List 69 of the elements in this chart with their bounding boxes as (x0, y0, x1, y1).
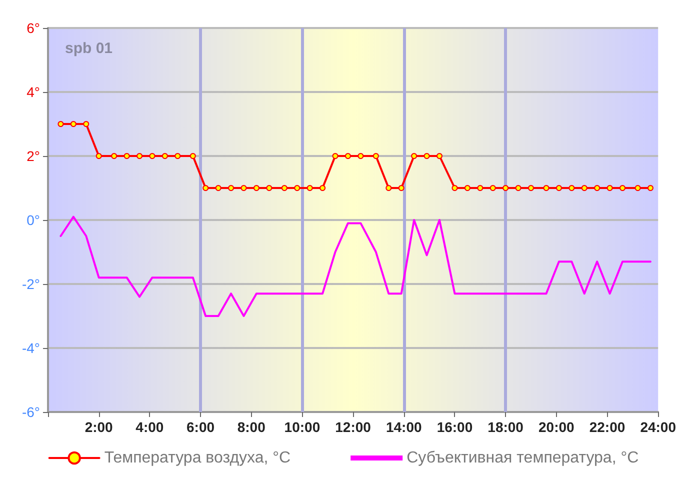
point (502, 185, 509, 191)
point (306, 185, 313, 191)
x-tick-label: 4:00 (136, 419, 164, 435)
point (136, 153, 143, 159)
x-tick-label: 2:00 (84, 419, 114, 435)
y-tick-label: 0° (26, 212, 40, 228)
point (556, 185, 562, 191)
point (452, 185, 458, 191)
point (281, 185, 288, 191)
line-series (60, 216, 652, 317)
point (647, 185, 654, 191)
point (620, 185, 626, 191)
point (332, 153, 338, 159)
point (464, 185, 470, 191)
point (424, 153, 430, 159)
text: spb 01 (65, 40, 113, 57)
x-tick-label: 14:00 (386, 419, 422, 435)
point (202, 185, 209, 191)
point (162, 153, 168, 159)
point (477, 185, 484, 191)
point (190, 153, 196, 159)
point (398, 185, 404, 191)
x-tick-label: 24:00 (640, 419, 676, 435)
point (528, 185, 534, 191)
point (515, 185, 522, 191)
y-tick-label: -4° (22, 340, 40, 356)
point (436, 153, 442, 159)
point (58, 121, 64, 127)
point (70, 121, 76, 127)
x-tick-label: 6:00 (186, 419, 215, 435)
legend-label: Температура воздуха, °C (104, 450, 291, 466)
legend-label: Субъективная температура, °C (406, 450, 639, 466)
point (96, 153, 102, 159)
point (174, 153, 181, 159)
point (543, 185, 550, 191)
point (83, 121, 90, 127)
point (320, 185, 326, 191)
point (253, 185, 260, 191)
point (344, 153, 351, 159)
point (266, 185, 272, 191)
point (111, 153, 118, 159)
x-tick-label: 10:00 (284, 419, 320, 435)
point (490, 185, 496, 191)
point (634, 185, 641, 191)
point (594, 185, 600, 191)
x-tick-label: 16:00 (436, 419, 473, 435)
point (228, 185, 234, 191)
point (358, 153, 364, 159)
point (386, 185, 392, 191)
x-tick-label: 20:00 (538, 419, 575, 435)
y-tick-label: 4° (26, 84, 40, 100)
y-tick-label: 2° (26, 148, 40, 164)
point (606, 185, 613, 191)
point (581, 185, 588, 191)
point (372, 153, 379, 159)
point (124, 153, 130, 159)
point (149, 153, 156, 159)
point (240, 185, 247, 191)
y-tick-label: 6° (26, 20, 40, 36)
point (294, 185, 300, 191)
x-tick-label: 22:00 (589, 419, 626, 435)
x-tick-label: 18:00 (488, 419, 524, 435)
point (215, 185, 222, 191)
point (411, 153, 418, 159)
y-tick-label: -6° (22, 404, 40, 420)
point (568, 185, 575, 191)
x-tick-label: 8:00 (237, 419, 266, 435)
x-tick-label: 12:00 (335, 419, 372, 435)
y-tick-label: -2° (22, 276, 40, 292)
